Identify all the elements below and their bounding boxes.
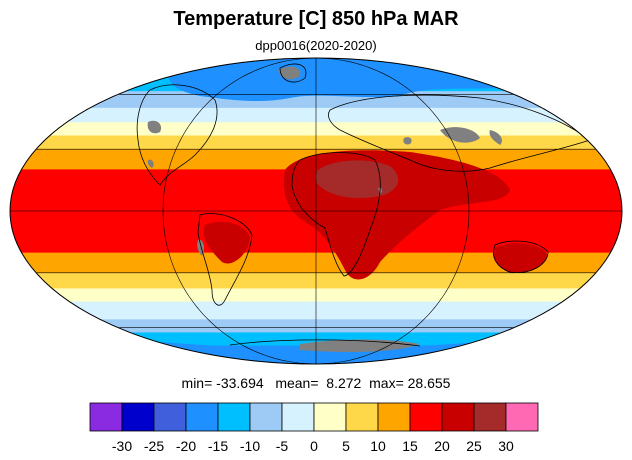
statistics-line: min= -33.694 mean= 8.272 max= 28.655	[0, 375, 632, 391]
legend-swatch	[377, 402, 411, 432]
legend-swatch	[345, 402, 379, 432]
plot-title: Temperature [C] 850 hPa MAR	[173, 8, 459, 30]
legend-swatch	[441, 402, 475, 432]
legend-swatch	[121, 402, 155, 432]
mean-label: mean=	[275, 375, 319, 391]
legend-tick-label: 0	[310, 438, 318, 454]
legend-tick-label: 20	[434, 438, 450, 454]
max-value: 28.655	[407, 375, 451, 391]
legend-swatch	[409, 402, 443, 432]
legend-swatch	[505, 402, 539, 432]
meridian-line	[162, 58, 317, 364]
legend-swatch	[89, 402, 123, 432]
legend-swatch	[153, 402, 187, 432]
meridian-line	[315, 58, 470, 364]
legend-swatch	[249, 402, 283, 432]
map-border	[9, 57, 623, 365]
legend-swatch	[185, 402, 219, 432]
legend-swatch	[281, 402, 315, 432]
legend-tick-label: -15	[208, 438, 228, 454]
legend-tick-label: 15	[402, 438, 418, 454]
legend-tick-label: 5	[342, 438, 350, 454]
plot-subtitle: dpp0016(2020-2020)	[255, 38, 377, 53]
legend-tick-label: 30	[498, 438, 514, 454]
legend-tick-label: 10	[370, 438, 386, 454]
max-label: max=	[369, 375, 404, 391]
legend-tick-label: -10	[240, 438, 260, 454]
legend-tick-label: -25	[144, 438, 164, 454]
hot-region-sahara	[314, 160, 399, 198]
min-value: -33.694	[216, 375, 264, 391]
coastlines	[136, 63, 591, 347]
legend-tick-label: -20	[176, 438, 196, 454]
legend-tick-label: -5	[276, 438, 289, 454]
legend-swatch	[473, 402, 507, 432]
legend-swatch	[217, 402, 251, 432]
legend-tick-label: 25	[466, 438, 482, 454]
legend-tick-label: -30	[112, 438, 132, 454]
mean-value: 8.272	[326, 375, 362, 391]
warm-region-australia	[493, 243, 548, 273]
min-label: min=	[181, 375, 213, 391]
legend-swatch	[313, 402, 347, 432]
temperature-map	[9, 57, 623, 365]
warm-region-south-america	[203, 221, 250, 264]
